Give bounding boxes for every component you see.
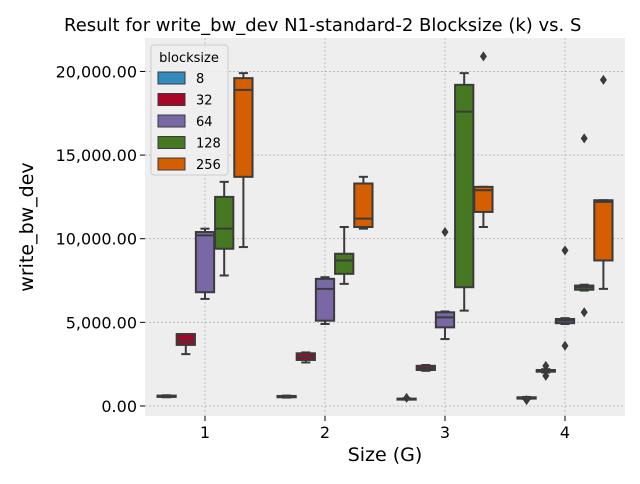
outlier-point	[403, 392, 411, 403]
iqr-box	[454, 83, 475, 289]
box-128-size-3	[454, 72, 475, 312]
box-256-size-1	[233, 72, 254, 249]
iqr-box	[233, 77, 254, 178]
box-128-size-1	[214, 180, 235, 277]
box-64-size-3	[434, 227, 456, 341]
legend-label-32: 32	[196, 94, 213, 109]
outlier-point	[561, 340, 569, 351]
box-64-size-4	[554, 245, 576, 351]
y-tick-label: 5,000.00	[66, 313, 137, 332]
box-128-size-4	[574, 133, 595, 318]
iqr-box	[593, 199, 614, 262]
box-256-size-2	[353, 175, 374, 230]
legend-swatch-32	[157, 93, 186, 106]
iqr-box	[175, 333, 196, 346]
outlier-point	[523, 395, 531, 406]
iqr-box	[334, 252, 355, 275]
chart-title: Result for write_bw_dev N1-standard-2 Bl…	[64, 15, 581, 36]
outlier-point	[580, 307, 588, 318]
box-8-size-4	[516, 395, 537, 406]
box-128-size-2	[334, 226, 355, 285]
legend-swatch-64	[157, 114, 186, 128]
boxes	[156, 51, 614, 406]
iqr-box	[314, 277, 336, 322]
legend-title: blocksize	[159, 51, 219, 66]
iqr-box	[214, 195, 235, 250]
legend-label-256: 256	[196, 158, 221, 173]
x-tick-label: 4	[560, 423, 570, 442]
legend-swatch-256	[157, 157, 186, 171]
outlier-point	[542, 360, 550, 371]
x-tick-label: 1	[200, 423, 210, 442]
outlier-point	[542, 370, 550, 381]
box-8-size-3	[396, 392, 417, 403]
box-32-size-2	[295, 351, 316, 364]
legend-label-128: 128	[196, 137, 221, 152]
iqr-box	[353, 182, 374, 228]
legend-swatch-128	[157, 136, 186, 149]
outlier-point	[580, 133, 588, 144]
x-axis-label: Size (G)	[348, 444, 423, 466]
legend-swatch-8	[157, 71, 186, 85]
outlier-point	[599, 74, 607, 85]
y-axis-label: write_bw_dev	[16, 162, 38, 291]
outlier-point	[561, 245, 569, 256]
box-8-size-2	[276, 394, 297, 399]
x-axis-ticks: 1 2 3 4	[200, 416, 570, 442]
iqr-box	[194, 231, 216, 294]
box-256-size-4	[593, 74, 614, 290]
y-axis-ticks: 0.00 5,000.00 10,000.00 15,000.00 20,000.00	[56, 62, 145, 416]
y-tick-label: 0.00	[101, 397, 137, 416]
box-32-size-3	[415, 363, 436, 372]
box-64-size-2	[314, 276, 336, 326]
box-32-size-4	[535, 360, 556, 381]
legend: blocksize 8 32 64 128 256	[150, 44, 229, 176]
box-256-size-3	[473, 51, 494, 228]
iqr-box	[473, 185, 494, 213]
x-tick-label: 3	[440, 423, 450, 442]
iqr-box	[434, 311, 456, 329]
outlier-point	[479, 51, 487, 62]
box-8-size-1	[156, 394, 177, 399]
outlier-point	[441, 227, 449, 238]
legend-entries: 8 32 64 128 256	[157, 71, 221, 173]
x-tick-label: 2	[320, 423, 330, 442]
box-64-size-1	[194, 227, 216, 300]
legend-label-64: 64	[196, 115, 213, 130]
y-tick-label: 10,000.00	[56, 230, 137, 249]
y-tick-label: 20,000.00	[56, 62, 137, 81]
box-32-size-1	[175, 333, 196, 356]
legend-label-8: 8	[196, 72, 204, 87]
y-tick-label: 15,000.00	[56, 146, 137, 165]
